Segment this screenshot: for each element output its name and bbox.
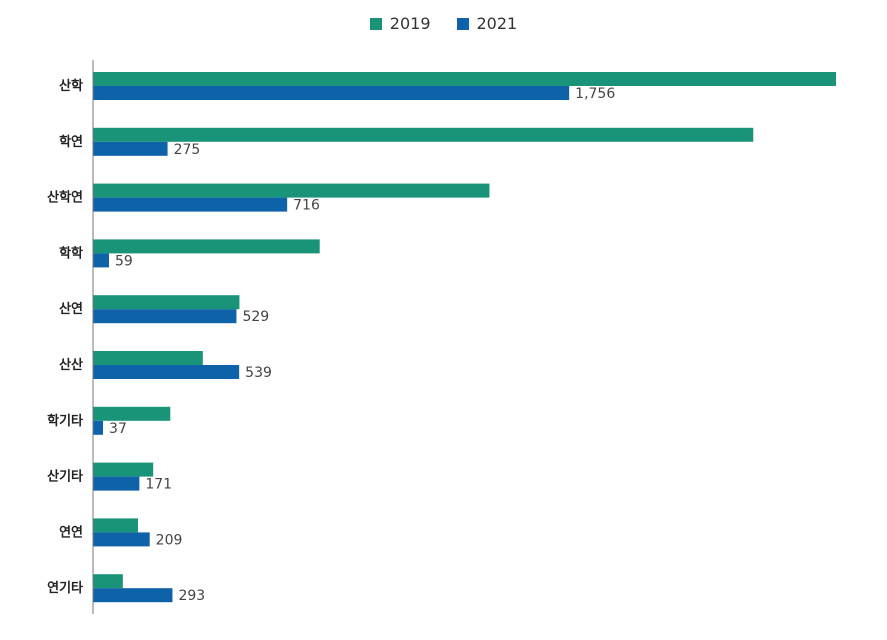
bar-2019 xyxy=(93,183,490,198)
category-label: 연연 xyxy=(59,525,83,540)
category-label: 산학연 xyxy=(47,190,83,206)
bar-2019 xyxy=(93,351,203,365)
data-label-2021: 529 xyxy=(242,309,269,325)
legend-label-2021: 2021 xyxy=(476,14,518,33)
bar-2019 xyxy=(93,406,171,421)
category-label: 산연 xyxy=(59,301,83,317)
data-label-2021: 539 xyxy=(245,365,272,381)
bar-2019 xyxy=(93,127,754,142)
bar-2021 xyxy=(93,309,237,324)
bar-2021 xyxy=(93,365,240,379)
bar-2021 xyxy=(93,532,150,547)
legend-item-2021: 2021 xyxy=(456,14,518,33)
legend-label-2019: 2019 xyxy=(389,14,431,33)
bar-2019 xyxy=(93,462,154,477)
bar-2019 xyxy=(93,72,836,86)
data-label-2021: 209 xyxy=(156,532,183,548)
category-label: 학기타 xyxy=(47,413,83,429)
data-label-2021: 293 xyxy=(178,588,205,604)
legend-swatch-2019 xyxy=(369,17,382,30)
category-label: 학연 xyxy=(59,134,83,150)
category-label: 학학 xyxy=(59,245,83,261)
bar-2021 xyxy=(93,197,288,212)
data-label-2021: 1,756 xyxy=(575,86,615,102)
category-label: 연기타 xyxy=(47,580,83,596)
bar-2021 xyxy=(93,141,168,156)
category-label: 산기타 xyxy=(47,469,83,485)
bar-2021 xyxy=(93,420,104,435)
data-label-2021: 716 xyxy=(293,198,320,214)
category-label: 산학 xyxy=(59,78,83,94)
legend: 2019 2021 xyxy=(0,14,887,33)
bar-2021 xyxy=(93,86,570,100)
bar-2021 xyxy=(93,253,109,268)
bar-2019 xyxy=(93,518,139,533)
data-label-2021: 37 xyxy=(109,421,127,437)
bar-2019 xyxy=(93,239,320,254)
data-label-2021: 59 xyxy=(115,253,133,269)
bar-2019 xyxy=(93,574,123,589)
data-label-2021: 171 xyxy=(145,477,172,493)
bar-2019 xyxy=(93,295,240,310)
legend-item-2019: 2019 xyxy=(369,14,431,33)
legend-swatch-2021 xyxy=(456,17,469,30)
data-label-2021: 275 xyxy=(174,142,201,158)
category-label: 산산 xyxy=(59,357,83,373)
bar-2021 xyxy=(93,588,173,603)
bar-2021 xyxy=(93,476,140,491)
